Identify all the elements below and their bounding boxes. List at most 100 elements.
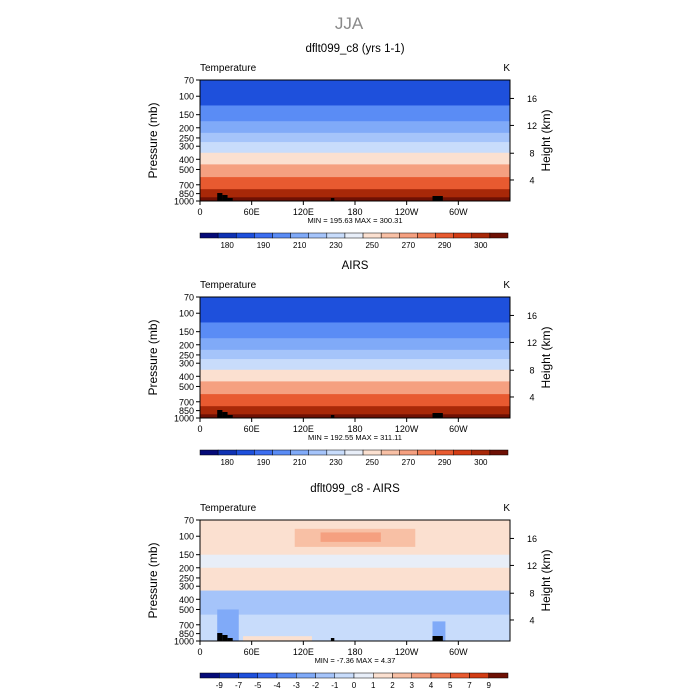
anomaly-region: [200, 567, 510, 592]
temperature-band: [200, 305, 510, 323]
colorbar-swatch: [217, 449, 237, 456]
panel-units-label: K: [503, 503, 510, 514]
colorbar-swatch: [334, 672, 355, 679]
y-tick-label: 1000: [174, 414, 194, 424]
colorbar-swatch: [199, 232, 219, 239]
terrain-mask: [217, 193, 223, 201]
colorbar-swatch: [290, 449, 309, 456]
x-tick-label: 120W: [395, 424, 419, 434]
colorbar-label: -1: [331, 681, 339, 690]
min-max-stats: MIN = 192.55 MAX = 311.11: [308, 433, 402, 442]
y-tick-label: 200: [179, 340, 194, 350]
plot-field: [200, 297, 510, 418]
right-tick-label: 4: [529, 175, 534, 185]
terrain-mask: [227, 415, 233, 418]
x-tick-label: 120E: [293, 207, 314, 217]
y-tick-label: 700: [179, 180, 194, 190]
temperature-band: [200, 297, 510, 306]
colorbar-swatch: [450, 672, 470, 679]
terrain-mask: [222, 635, 228, 641]
right-tick-label: 8: [529, 589, 534, 599]
y-tick-label: 850: [179, 629, 194, 639]
colorbar-swatch: [257, 672, 278, 679]
colorbar-swatch: [469, 672, 489, 679]
temperature-band: [200, 359, 510, 371]
terrain-mask: [432, 196, 443, 201]
colorbar-swatch: [344, 232, 364, 239]
y-tick-label: 200: [179, 563, 194, 573]
temperature-band: [200, 80, 510, 89]
colorbar-swatch: [308, 449, 328, 456]
colorbar-label: 290: [438, 458, 452, 467]
temperature-band: [200, 197, 510, 201]
y-tick-label: 850: [179, 189, 194, 199]
colorbar-swatch: [276, 672, 297, 679]
x-tick-label: 120E: [293, 424, 314, 434]
colorbar-label: 1: [371, 681, 376, 690]
x-tick-label: 0: [197, 647, 202, 657]
y-tick-label: 100: [179, 92, 194, 102]
y-axis-title: Pressure (mb): [146, 102, 160, 178]
colorbar-label: 270: [402, 458, 416, 467]
colorbar-swatch: [235, 232, 255, 239]
right-tick-label: 16: [527, 94, 537, 104]
temperature-band: [200, 132, 510, 143]
colorbar-label: 9: [487, 681, 492, 690]
y-tick-label: 1000: [174, 637, 194, 647]
colorbar-swatch: [219, 672, 239, 679]
terrain-mask: [432, 636, 443, 641]
temperature-band: [200, 406, 510, 415]
colorbar-label: -4: [273, 681, 281, 690]
colorbar-label: -3: [293, 681, 301, 690]
y-tick-label: 150: [179, 550, 194, 560]
y-tick-label: 850: [179, 406, 194, 416]
right-axis-title: Height (km): [539, 549, 553, 611]
right-tick-label: 4: [529, 392, 534, 402]
colorbar-label: 250: [365, 458, 379, 467]
y-tick-label: 300: [179, 142, 194, 152]
terrain-mask: [222, 412, 228, 418]
y-tick-label: 700: [179, 397, 194, 407]
temperature-band: [200, 322, 510, 339]
colorbar-label: 290: [438, 241, 452, 250]
colorbar-swatch: [488, 672, 509, 679]
plot-field: [200, 520, 510, 641]
colorbar-label: 2: [390, 681, 395, 690]
right-tick-label: 16: [527, 534, 537, 544]
panel-title: AIRS: [342, 260, 369, 272]
colorbar-swatch: [392, 672, 412, 679]
y-tick-label: 70: [184, 76, 194, 86]
colorbar-swatch: [380, 232, 400, 239]
plot-field: [200, 80, 510, 201]
temperature-band: [200, 338, 510, 351]
colorbar-swatch: [272, 449, 291, 456]
colorbar-swatch: [362, 232, 382, 239]
colorbar-swatch: [399, 449, 418, 456]
x-tick-label: 120W: [395, 207, 419, 217]
y-tick-label: 400: [179, 595, 194, 605]
right-tick-label: 12: [527, 121, 537, 131]
y-tick-label: 500: [179, 605, 194, 615]
x-tick-label: 0: [197, 424, 202, 434]
colorbar-label: 300: [474, 241, 488, 250]
colorbar-swatch: [435, 449, 454, 456]
colorbar-swatch: [353, 672, 374, 679]
right-tick-label: 4: [529, 615, 534, 625]
x-tick-label: 180: [347, 207, 362, 217]
x-tick-label: 60E: [244, 424, 260, 434]
colorbar-swatch: [326, 232, 346, 239]
panel-units-label: K: [503, 280, 510, 291]
y-tick-label: 400: [179, 372, 194, 382]
colorbar-swatch: [417, 232, 436, 239]
colorbar-swatch: [296, 672, 316, 679]
temperature-band: [200, 414, 510, 418]
panel-left-label: Temperature: [200, 503, 257, 514]
temperature-band: [200, 177, 510, 190]
anomaly-region: [200, 590, 510, 616]
colorbar-label: 230: [329, 458, 343, 467]
right-tick-label: 12: [527, 338, 537, 348]
colorbar-label: -9: [216, 681, 224, 690]
colorbar-label: 0: [352, 681, 357, 690]
